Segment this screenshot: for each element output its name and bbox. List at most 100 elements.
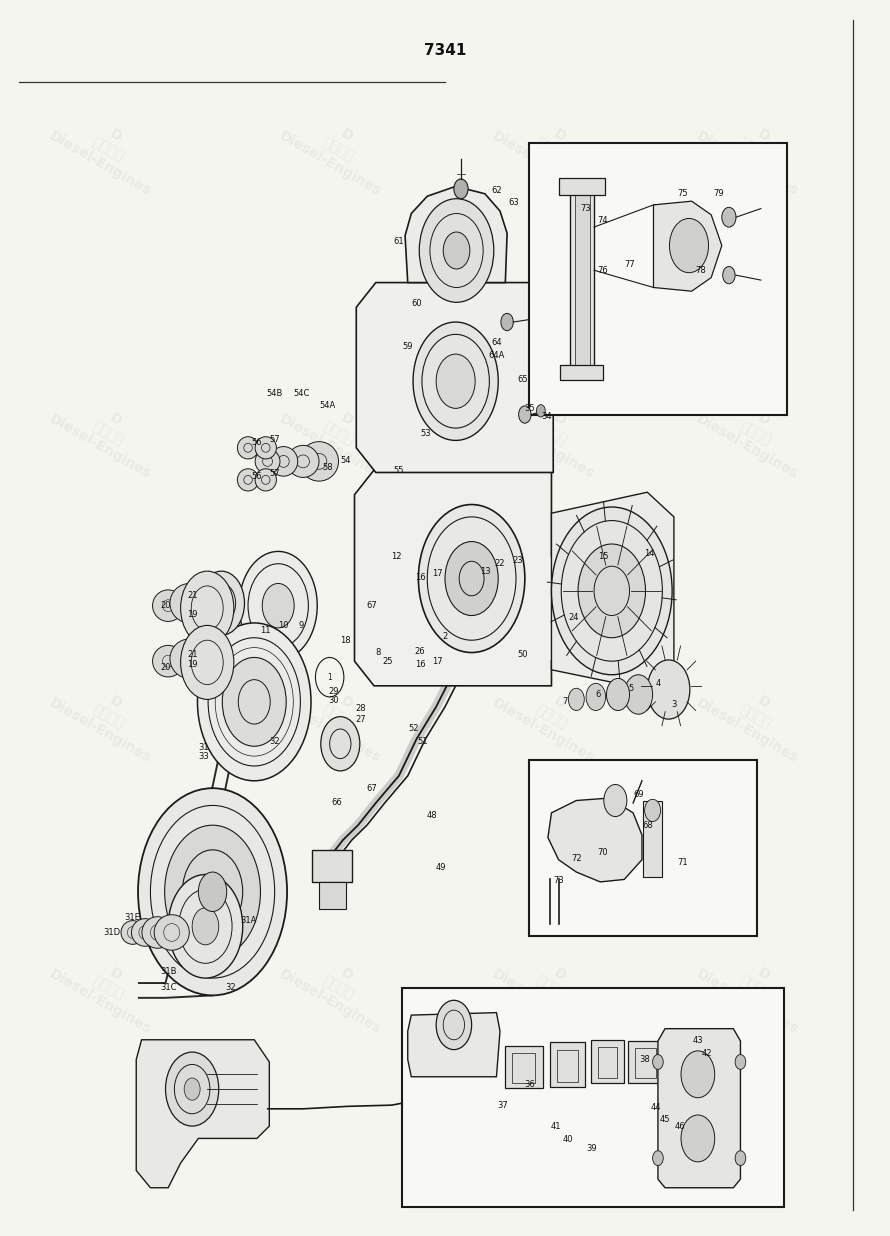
Text: 16: 16 [415, 660, 425, 670]
Text: 62: 62 [491, 185, 502, 194]
Text: 40: 40 [562, 1135, 572, 1145]
Circle shape [723, 267, 735, 284]
Circle shape [436, 353, 475, 408]
Text: 21: 21 [187, 650, 198, 660]
Polygon shape [653, 201, 722, 292]
Text: D
紫发动力
Diesel-Engines: D 紫发动力 Diesel-Engines [277, 100, 400, 198]
Text: 16: 16 [415, 572, 425, 582]
Circle shape [445, 541, 498, 616]
Text: D
紫发动力
Diesel-Engines: D 紫发动力 Diesel-Engines [490, 939, 613, 1037]
Circle shape [652, 1151, 663, 1166]
Text: 53: 53 [420, 429, 431, 438]
Text: 24: 24 [569, 613, 578, 623]
Circle shape [578, 544, 645, 638]
Text: 61: 61 [393, 237, 404, 246]
Polygon shape [408, 1012, 500, 1077]
Text: 75: 75 [677, 189, 688, 198]
Text: 44: 44 [651, 1103, 661, 1112]
Text: 34: 34 [542, 413, 553, 421]
Text: 73: 73 [579, 204, 591, 213]
Text: 38: 38 [639, 1056, 650, 1064]
Bar [597, 1047, 617, 1078]
Circle shape [222, 658, 287, 747]
Polygon shape [136, 1039, 270, 1188]
Text: 31C: 31C [160, 984, 176, 993]
Ellipse shape [152, 590, 184, 622]
Text: 10: 10 [279, 620, 288, 630]
Bar [402, 988, 784, 1208]
Text: 27: 27 [355, 714, 366, 723]
Circle shape [443, 232, 470, 269]
Text: 19: 19 [187, 609, 198, 619]
Text: 1: 1 [328, 672, 332, 682]
Circle shape [681, 1051, 715, 1098]
Circle shape [436, 1000, 472, 1049]
Ellipse shape [132, 918, 158, 947]
Bar [513, 1053, 536, 1083]
Text: 5: 5 [628, 684, 634, 693]
Text: 19: 19 [187, 660, 198, 670]
Circle shape [166, 1052, 219, 1126]
Text: 60: 60 [411, 299, 422, 308]
Bar [559, 178, 604, 195]
Text: 21: 21 [187, 591, 198, 601]
Text: D
紫发动力
Diesel-Engines: D 紫发动力 Diesel-Engines [490, 100, 613, 198]
Text: 54A: 54A [320, 402, 336, 410]
Circle shape [537, 404, 546, 417]
Ellipse shape [170, 583, 209, 623]
Circle shape [681, 1115, 715, 1162]
Text: 54C: 54C [293, 389, 310, 398]
Text: 69: 69 [633, 790, 643, 798]
Text: 46: 46 [675, 1121, 685, 1131]
Bar [530, 760, 757, 936]
Text: D
紫发动力
Diesel-Engines: D 紫发动力 Diesel-Engines [277, 384, 400, 482]
Text: 26: 26 [415, 646, 425, 656]
Text: 45: 45 [659, 1115, 670, 1125]
Text: 57: 57 [270, 470, 280, 478]
Bar [506, 1046, 543, 1088]
Text: 22: 22 [495, 559, 506, 569]
Circle shape [320, 717, 360, 771]
Polygon shape [548, 798, 642, 883]
Circle shape [669, 219, 708, 273]
Ellipse shape [255, 436, 277, 459]
Polygon shape [658, 1028, 740, 1188]
Text: 65: 65 [518, 376, 529, 384]
Polygon shape [354, 470, 583, 686]
Circle shape [587, 684, 605, 711]
Bar [575, 190, 589, 368]
Text: 11: 11 [261, 625, 271, 635]
Text: 31: 31 [198, 743, 209, 751]
Circle shape [603, 785, 627, 817]
Circle shape [198, 571, 245, 635]
Circle shape [454, 179, 468, 199]
Bar [319, 883, 345, 908]
Text: 67: 67 [367, 601, 377, 611]
Text: 54B: 54B [266, 389, 283, 398]
Circle shape [644, 800, 660, 822]
Text: 25: 25 [382, 656, 392, 666]
Text: D
紫发动力
Diesel-Engines: D 紫发动力 Diesel-Engines [46, 100, 169, 198]
Text: 9: 9 [299, 620, 303, 630]
Text: 50: 50 [518, 650, 529, 660]
Text: 63: 63 [509, 198, 520, 206]
Text: 43: 43 [692, 1037, 703, 1046]
Text: 79: 79 [713, 189, 724, 198]
Text: D
紫发动力
Diesel-Engines: D 紫发动力 Diesel-Engines [694, 100, 817, 198]
Text: 51: 51 [417, 737, 428, 745]
Text: 37: 37 [498, 1100, 508, 1110]
Text: 17: 17 [433, 656, 443, 666]
Bar [530, 143, 787, 414]
Circle shape [165, 826, 261, 958]
Polygon shape [356, 283, 554, 472]
Text: 12: 12 [391, 551, 401, 561]
Bar [643, 801, 662, 878]
Ellipse shape [154, 915, 190, 950]
Circle shape [735, 1054, 746, 1069]
Text: 68: 68 [642, 821, 652, 829]
Ellipse shape [270, 446, 298, 476]
Circle shape [569, 688, 585, 711]
Text: 13: 13 [480, 566, 490, 576]
Circle shape [519, 405, 531, 423]
Ellipse shape [255, 449, 280, 473]
